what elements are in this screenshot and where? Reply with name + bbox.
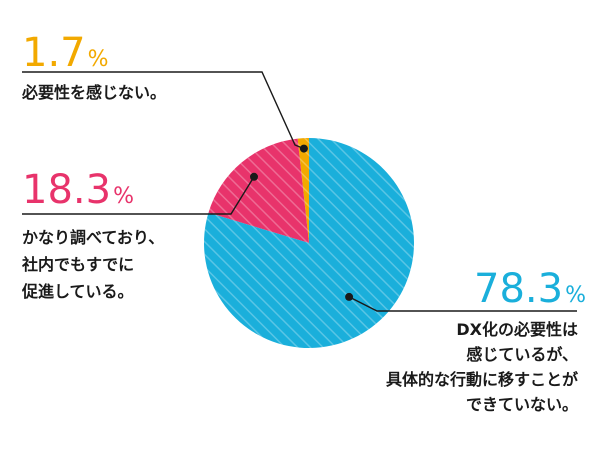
slice-need-but-no-action-label-line: 具体的な行動に移すことが <box>386 370 578 389</box>
slice-already-promoting-label-line: かなり調べており、 <box>22 228 164 247</box>
slice-not-needed-percent-label: 1.7% <box>22 30 109 76</box>
slice-need-but-no-action-percent-unit: % <box>565 283 586 308</box>
slice-not-needed-hatch <box>297 138 309 243</box>
slice-already-promoting-leader-line <box>22 176 255 215</box>
slice-already-promoting-percent-value: 18.3 <box>22 167 111 213</box>
slice-already-promoting-percent-label: 18.3% <box>22 167 134 213</box>
slice-already-promoting-leader-dot <box>250 172 258 181</box>
slice-not-needed-percent-value: 1.7 <box>22 30 86 76</box>
slice-need-but-no-action-label-line: できていない。 <box>466 395 578 414</box>
slice-not-needed-percent-unit: % <box>88 47 109 72</box>
slice-already-promoting-hatch <box>208 138 309 243</box>
slice-need-but-no-action-hatch <box>204 138 415 348</box>
slice-not-needed <box>297 138 309 243</box>
slice-already-promoting <box>208 138 309 243</box>
slice-need-but-no-action-label-line: DX化の必要性は <box>456 320 578 339</box>
leader-lines <box>22 71 577 312</box>
slice-already-promoting-percent-unit: % <box>113 184 134 209</box>
slice-need-but-no-action-leader-line <box>348 296 577 312</box>
slice-need-but-no-action-percent-value: 78.3 <box>474 266 563 312</box>
slice-not-needed-leader-dot <box>299 144 308 153</box>
slice-not-needed-label-line: 必要性を感じない。 <box>21 83 166 102</box>
slice-already-promoting-label-line: 社内でもすでに <box>21 255 134 274</box>
slices-layer <box>204 138 415 348</box>
slice-need-but-no-action-label-line: 感じているが、 <box>466 345 578 364</box>
slice-need-but-no-action-percent-label: 78.3% <box>474 266 586 312</box>
slice-already-promoting-label-line: 促進している。 <box>21 282 134 301</box>
slice-not-needed-leader-line <box>22 71 305 150</box>
slice-need-but-no-action <box>204 138 415 348</box>
labels-layer: 1.7% 必要性を感じない。 18.3% かなり調べており、社内でもすでに促進している… <box>21 30 586 414</box>
slice-need-but-no-action-leader-dot <box>345 292 354 301</box>
